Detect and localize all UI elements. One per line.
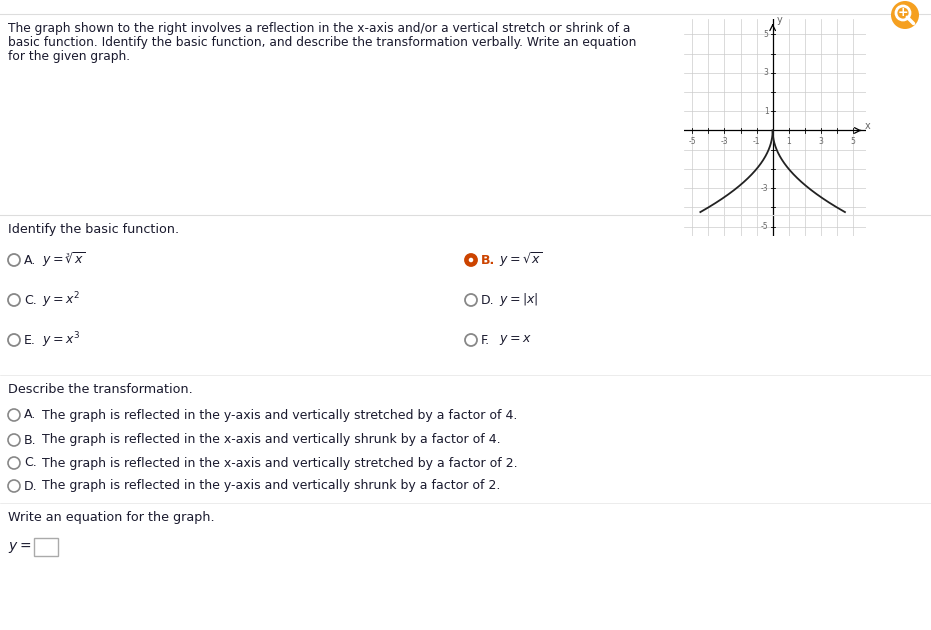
Text: C.: C.: [24, 294, 36, 307]
Text: -3: -3: [761, 184, 769, 193]
Text: A.: A.: [24, 253, 36, 266]
Text: 3: 3: [818, 137, 823, 146]
Text: $y = $: $y = $: [8, 540, 32, 555]
Text: 3: 3: [763, 68, 769, 77]
Text: $y = x$: $y = x$: [499, 333, 532, 347]
Circle shape: [891, 1, 919, 29]
Text: E.: E.: [24, 333, 36, 347]
Text: basic function. Identify the basic function, and describe the transformation ver: basic function. Identify the basic funct…: [8, 36, 637, 49]
Circle shape: [896, 6, 910, 20]
Text: for the given graph.: for the given graph.: [8, 50, 130, 63]
Text: A.: A.: [24, 408, 36, 421]
Text: Identify the basic function.: Identify the basic function.: [8, 223, 179, 236]
Text: Describe the transformation.: Describe the transformation.: [8, 383, 193, 396]
Text: y: y: [776, 15, 782, 25]
Circle shape: [468, 258, 473, 262]
Text: $y = x^2$: $y = x^2$: [42, 290, 80, 310]
Text: D.: D.: [481, 294, 494, 307]
Text: $y = \sqrt{x}$: $y = \sqrt{x}$: [499, 251, 543, 270]
Text: -1: -1: [753, 137, 761, 146]
Text: The graph shown to the right involves a reflection in the x-axis and/or a vertic: The graph shown to the right involves a …: [8, 22, 630, 35]
Text: The graph is reflected in the y-axis and vertically stretched by a factor of 4.: The graph is reflected in the y-axis and…: [42, 408, 518, 421]
Text: D.: D.: [24, 479, 37, 493]
Text: -5: -5: [689, 137, 696, 146]
Text: The graph is reflected in the y-axis and vertically shrunk by a factor of 2.: The graph is reflected in the y-axis and…: [42, 479, 500, 493]
Text: C.: C.: [24, 457, 36, 469]
Text: $y = \sqrt[3]{x}$: $y = \sqrt[3]{x}$: [42, 251, 86, 270]
Text: The graph is reflected in the x-axis and vertically shrunk by a factor of 4.: The graph is reflected in the x-axis and…: [42, 433, 501, 447]
Text: +: +: [897, 6, 909, 20]
Text: 5: 5: [763, 30, 769, 39]
Text: Write an equation for the graph.: Write an equation for the graph.: [8, 511, 215, 524]
Text: The graph is reflected in the x-axis and vertically stretched by a factor of 2.: The graph is reflected in the x-axis and…: [42, 457, 518, 469]
Text: $y = x^3$: $y = x^3$: [42, 330, 80, 350]
Text: B.: B.: [481, 253, 495, 266]
Text: -5: -5: [761, 222, 769, 231]
Text: $y = |x|$: $y = |x|$: [499, 292, 538, 309]
Text: -3: -3: [721, 137, 728, 146]
FancyBboxPatch shape: [34, 538, 58, 556]
Text: x: x: [865, 121, 870, 130]
Circle shape: [465, 254, 477, 266]
Text: F.: F.: [481, 333, 490, 347]
Text: B.: B.: [24, 433, 36, 447]
Text: 5: 5: [851, 137, 856, 146]
Text: 1: 1: [787, 137, 791, 146]
Text: 1: 1: [763, 106, 769, 116]
